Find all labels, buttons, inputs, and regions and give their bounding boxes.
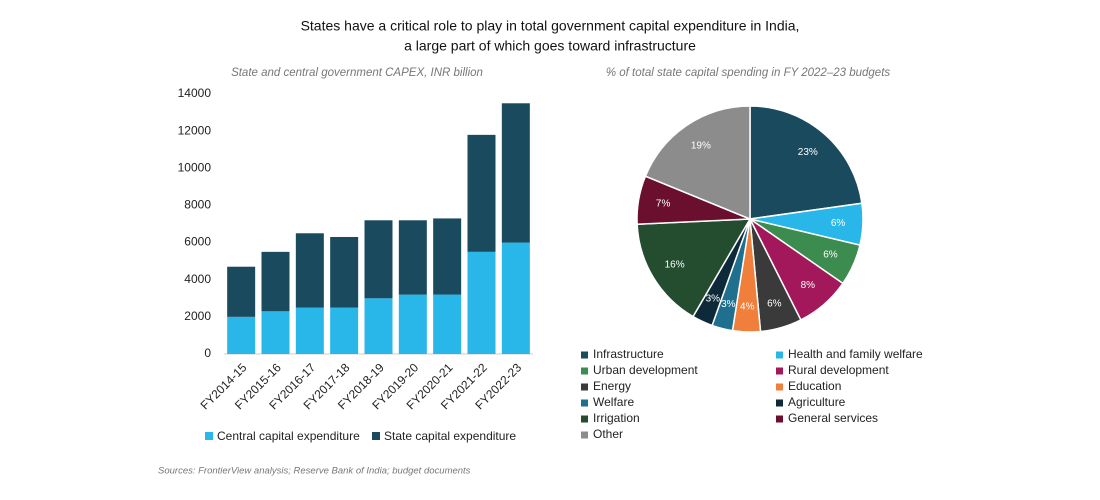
slice-label: 8%	[801, 280, 816, 291]
legend-swatch	[581, 351, 588, 359]
bar-segment	[398, 294, 427, 354]
bar-segment	[467, 251, 496, 354]
bar-segment	[364, 220, 393, 299]
legend-label: Welfare	[593, 395, 634, 409]
legend-swatch	[776, 399, 783, 407]
pie-slice	[749, 105, 863, 220]
slice-label: 6%	[831, 218, 846, 229]
bar-segment	[364, 298, 393, 354]
legend-swatch	[372, 432, 380, 440]
bar-segment	[330, 237, 359, 308]
bar-segment	[227, 316, 256, 354]
bar-segment	[467, 134, 496, 252]
legend-label: Energy	[593, 379, 631, 393]
legend-label: Irrigation	[593, 411, 640, 425]
pie-slice	[636, 218, 752, 318]
bar-segment	[501, 103, 530, 243]
legend-label: Central capital expenditure	[217, 429, 360, 443]
legend-label: General services	[788, 411, 878, 425]
slice-label: 6%	[767, 298, 782, 309]
slice-label: 3%	[706, 294, 721, 305]
bar-segment	[398, 220, 427, 295]
slice-label: 16%	[665, 259, 685, 270]
legend-label: Agriculture	[788, 395, 846, 409]
title-line: States have a critical role to play in t…	[301, 18, 800, 34]
legend-swatch	[581, 399, 588, 407]
bar-segment	[261, 251, 290, 312]
bar-segment	[227, 266, 256, 317]
legend-swatch	[776, 383, 783, 391]
bar-segment	[261, 311, 290, 354]
legend-label: Health and family welfare	[788, 347, 923, 361]
source: Sources: FrontierView analysis; Reserve …	[158, 466, 471, 477]
pie-slice	[644, 105, 751, 221]
legend-swatch	[581, 383, 588, 391]
slice-label: 7%	[656, 199, 671, 210]
bar-segment	[330, 307, 359, 354]
y-tick-label: 4000	[184, 272, 211, 286]
slice-label: 6%	[823, 250, 838, 261]
y-tick-label: 0	[204, 346, 211, 360]
legend-swatch	[581, 431, 588, 439]
slice-label: 19%	[691, 140, 711, 151]
legend-label: State capital expenditure	[384, 429, 516, 443]
legend-label: Urban development	[593, 363, 698, 377]
bar-segment	[433, 218, 462, 295]
legend-swatch	[581, 367, 588, 375]
legend-swatch	[776, 351, 783, 359]
legend-swatch	[776, 415, 783, 423]
y-tick-label: 6000	[184, 235, 211, 249]
y-tick-label: 14000	[178, 86, 212, 100]
title-line: a large part of which goes toward infras…	[404, 38, 696, 54]
bar-segment	[433, 294, 462, 354]
slice-label: 4%	[740, 302, 755, 313]
pie-subtitle: % of total state capital spending in FY …	[606, 67, 891, 79]
legend-label: Other	[593, 427, 623, 441]
legend-label: Education	[788, 379, 841, 393]
legend-swatch	[581, 415, 588, 423]
slice-label: 3%	[721, 299, 736, 310]
legend-swatch	[205, 432, 213, 440]
bar-segment	[295, 307, 324, 354]
bar-segment	[501, 242, 530, 354]
y-tick-label: 8000	[184, 198, 211, 212]
legend-label: Rural development	[788, 363, 889, 377]
y-tick-label: 10000	[178, 160, 212, 174]
legend-swatch	[776, 367, 783, 375]
bar-segment	[295, 233, 324, 308]
bar-subtitle: State and central government CAPEX, INR …	[231, 67, 483, 79]
y-tick-label: 2000	[184, 309, 211, 323]
y-tick-label: 12000	[178, 123, 212, 137]
slice-label: 23%	[798, 147, 818, 158]
legend-label: Infrastructure	[593, 347, 664, 361]
